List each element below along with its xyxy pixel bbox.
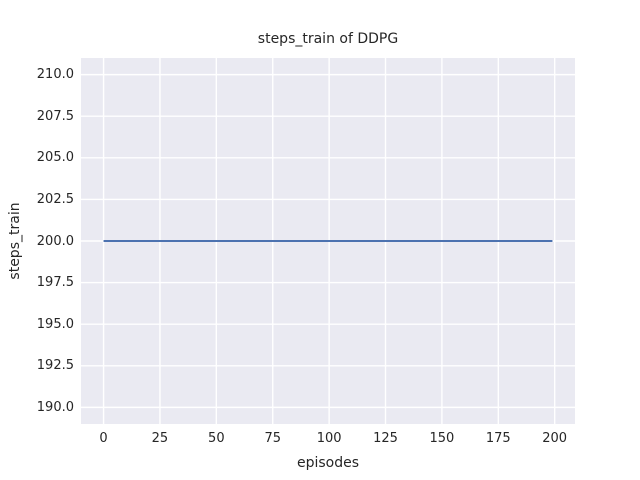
y-tick-label: 195.0 [36,316,74,332]
x-tick-label: 50 [208,431,225,446]
chart-title: steps_train of DDPG [257,31,399,47]
x-tick-label: 0 [99,431,108,446]
plot-canvas [81,58,575,424]
y-axis-label: steps_train [7,202,23,280]
plot-area [81,58,575,424]
x-tick-label: 175 [485,431,511,446]
y-tick-label: 210.0 [36,67,74,83]
x-tick-label: 125 [373,431,398,446]
x-tick-label: 25 [151,431,169,446]
x-tick-label: 200 [542,431,568,446]
x-tick-label: 75 [264,431,281,446]
y-tick-label: 205.0 [36,150,74,166]
y-tick-label: 197.5 [36,275,74,291]
y-tick-label: 192.5 [36,358,74,374]
y-tick-label: 200.0 [36,233,74,249]
y-tick-label: 207.5 [36,108,74,124]
y-tick-label: 190.0 [36,399,74,415]
x-axis-label: episodes [296,455,360,471]
x-tick-label: 100 [316,431,342,446]
x-tick-label: 150 [429,431,455,446]
y-tick-label: 202.5 [36,191,74,207]
